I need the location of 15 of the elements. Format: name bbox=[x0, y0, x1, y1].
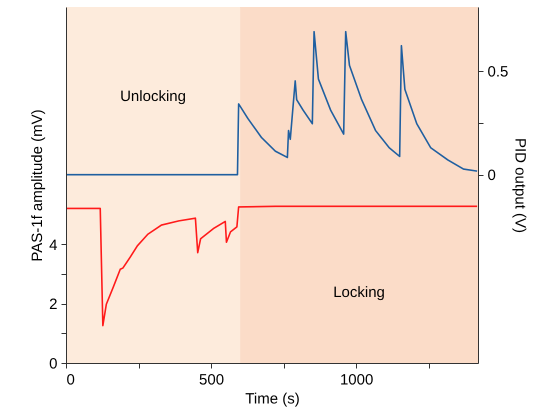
line-series bbox=[66, 206, 478, 326]
y2-axis-title: PID output (V) bbox=[511, 138, 528, 234]
y-axis-title: PAS-1f amplitude (mV) bbox=[29, 109, 46, 262]
line-series bbox=[66, 30, 478, 176]
band-label: Unlocking bbox=[120, 88, 186, 105]
x-tick-label: 1000 bbox=[340, 372, 374, 388]
y2-tick-label: 0 bbox=[488, 167, 496, 184]
x-tick-label: 0 bbox=[66, 372, 75, 388]
y-tick-label: 0 bbox=[49, 356, 58, 372]
y-tick-label: 2 bbox=[49, 296, 58, 314]
x-tick-label: 500 bbox=[199, 372, 224, 388]
x-axis-title: Time (s) bbox=[245, 390, 300, 408]
y-tick-label: 4 bbox=[49, 236, 58, 254]
y2-tick-label: 0.5 bbox=[488, 64, 508, 81]
band-label: Locking bbox=[333, 284, 385, 301]
